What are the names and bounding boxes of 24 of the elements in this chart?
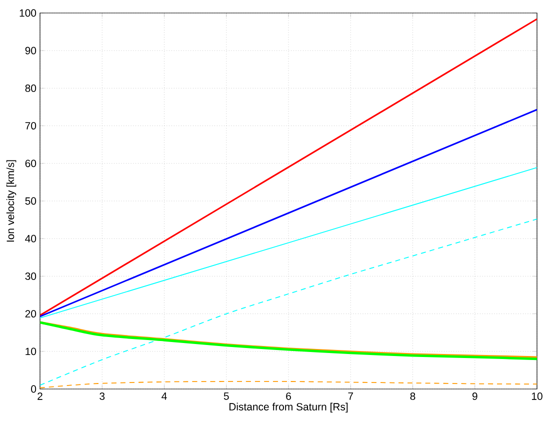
y-tick-label: 40 [25, 234, 36, 242]
x-tick-label: 3 [100, 392, 105, 400]
line-series [40, 218, 537, 386]
x-tick-label: 10 [532, 392, 542, 400]
x-tick-label: 6 [286, 392, 291, 400]
y-tick-label: 0 [31, 385, 36, 393]
x-axis-title: Distance from Saturn [Rs] [229, 402, 348, 413]
y-tick-label: 20 [25, 310, 36, 318]
y-tick-label: 90 [25, 46, 36, 54]
y-axis-title: Ion velocity [km/s] [6, 160, 16, 242]
x-tick-label: 5 [224, 392, 229, 400]
y-tick-label: 80 [25, 84, 36, 92]
y-tick-label: 30 [25, 272, 36, 280]
x-tick-label: 2 [38, 392, 42, 400]
y-tick-label: 100 [20, 9, 36, 17]
x-tick-label: 9 [472, 392, 478, 400]
y-tick-label: 50 [25, 197, 36, 205]
x-tick-label: 7 [348, 392, 353, 400]
y-tick-label: 10 [26, 348, 36, 356]
x-tick-label: 8 [410, 392, 416, 400]
y-tick-label: 60 [25, 160, 36, 168]
x-tick-label: 4 [162, 392, 167, 400]
y-tick-label: 70 [25, 122, 36, 130]
line-series [40, 380, 537, 388]
